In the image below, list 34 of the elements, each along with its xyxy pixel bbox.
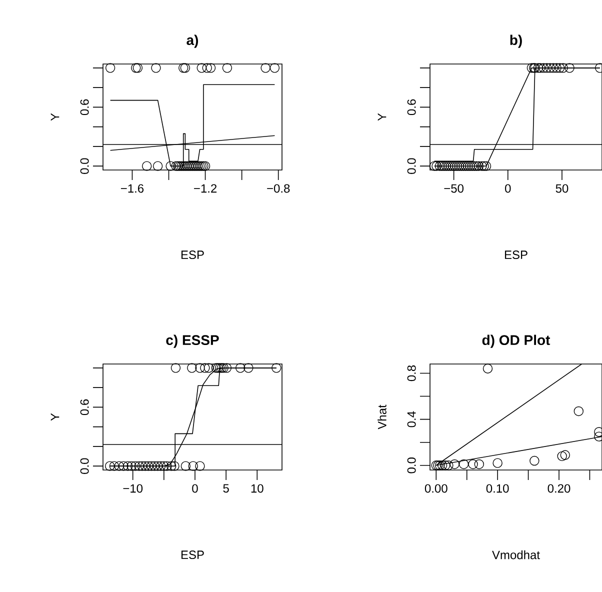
x-axis-title: ESP bbox=[181, 550, 204, 560]
x-tick-label: 0 bbox=[192, 484, 198, 493]
x-tick-label: −0.8 bbox=[267, 184, 290, 193]
x-axis-title: ESP bbox=[504, 250, 528, 260]
x-tick-label: 10 bbox=[251, 484, 264, 493]
y-tick-label: 0.8 bbox=[407, 365, 416, 382]
x-tick-label: 0.00 bbox=[424, 484, 448, 493]
y-tick-label: 0.4 bbox=[407, 411, 416, 428]
x-tick-label: −50 bbox=[444, 184, 464, 193]
y-axis-title: Y bbox=[50, 413, 60, 421]
x-tick-label: 0.20 bbox=[548, 484, 570, 493]
x-axis-title: ESP bbox=[181, 250, 204, 260]
chart-title: b) bbox=[510, 34, 522, 48]
y-tick-label: 0.6 bbox=[80, 399, 89, 416]
x-axis-title: Vmodhat bbox=[492, 550, 540, 560]
x-tick-label: 0.10 bbox=[486, 484, 509, 493]
y-axis-title: Y bbox=[50, 113, 60, 121]
y-tick-label: 0.0 bbox=[80, 458, 89, 474]
x-tick-label: 5 bbox=[223, 484, 229, 493]
y-tick-label: 0.0 bbox=[407, 158, 416, 174]
y-tick-label: 0.6 bbox=[80, 99, 89, 116]
chart-title: c) ESSP bbox=[166, 334, 219, 348]
chart-title: d) OD Plot bbox=[482, 334, 550, 348]
x-tick-label: 50 bbox=[556, 184, 568, 193]
x-tick-label: −1.6 bbox=[120, 184, 144, 193]
x-tick-label: −10 bbox=[123, 484, 143, 493]
y-tick-label: 0.0 bbox=[80, 158, 89, 174]
y-tick-label: 0.6 bbox=[407, 99, 416, 116]
y-axis-title: Vhat bbox=[378, 404, 386, 430]
x-tick-label: 0 bbox=[505, 184, 511, 193]
y-tick-label: 0.0 bbox=[407, 458, 416, 474]
y-axis-title: Y bbox=[378, 113, 386, 121]
chart-title: a) bbox=[186, 34, 198, 48]
x-tick-label: −1.2 bbox=[194, 184, 217, 193]
